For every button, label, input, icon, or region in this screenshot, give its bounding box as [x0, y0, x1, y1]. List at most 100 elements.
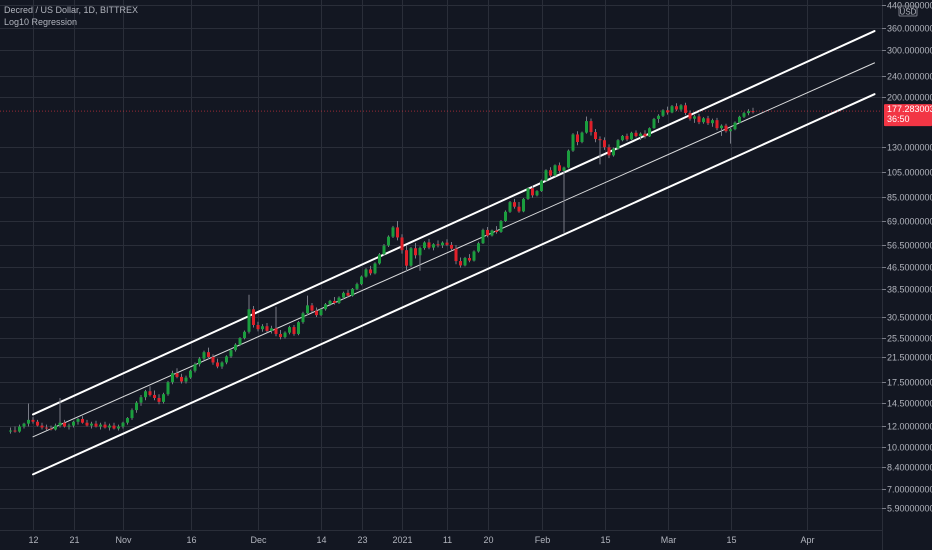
candle-up: [463, 256, 467, 267]
candle-body: [81, 418, 84, 423]
candle-up: [742, 111, 746, 119]
candle-down: [454, 245, 458, 265]
candle-down: [495, 226, 498, 234]
candle-body: [220, 362, 224, 367]
candle-up: [378, 253, 381, 265]
candle-up: [243, 330, 246, 340]
candle-body: [621, 135, 624, 141]
candle-down: [103, 421, 107, 429]
candle-down: [256, 321, 260, 332]
price-tick-label: 5.90000000: [887, 504, 932, 514]
candle-body: [130, 410, 134, 419]
price-tick-label: 21.50000000: [887, 353, 932, 363]
candle-down: [279, 330, 282, 340]
candle-body: [679, 105, 683, 110]
candle-body: [652, 118, 656, 129]
candle-down: [153, 390, 156, 401]
candle-body: [139, 397, 143, 403]
candle-body: [364, 269, 368, 277]
candle-down: [405, 245, 408, 272]
candle-body: [247, 309, 251, 332]
price-tick-label: 85.00000000: [887, 193, 932, 203]
candle-body: [270, 328, 273, 331]
candle-body: [733, 122, 737, 130]
candle-up: [184, 375, 188, 384]
candle-body: [319, 309, 323, 316]
candle-down: [414, 243, 417, 259]
candle-down: [625, 133, 629, 142]
candle-down: [486, 227, 489, 238]
candle-body: [684, 105, 687, 113]
candle-body: [702, 118, 705, 123]
candle-body: [351, 288, 354, 296]
candle-down: [310, 302, 314, 313]
candle-down: [400, 234, 404, 254]
candle-body: [243, 331, 246, 339]
candle-body: [751, 111, 755, 113]
time-tick-label: Feb: [535, 535, 551, 545]
candle-down: [63, 419, 66, 428]
candle-up: [27, 403, 30, 427]
candle-up: [108, 423, 111, 431]
candle-down: [715, 117, 719, 131]
candle-up: [283, 331, 287, 339]
candle-body: [202, 352, 206, 359]
currency-label: USD: [900, 8, 917, 17]
candle-body: [715, 120, 719, 129]
candle-body: [463, 258, 467, 266]
candle-body: [549, 170, 552, 176]
candle-up: [639, 132, 642, 140]
candle-body: [157, 397, 161, 402]
candle-body: [22, 423, 26, 427]
candle-up: [720, 124, 723, 136]
candle-body: [76, 418, 80, 422]
candle-body: [63, 422, 66, 427]
candle-body: [252, 309, 255, 325]
candle-down: [751, 107, 755, 114]
candle-body: [355, 284, 359, 289]
currency-button[interactable]: USD: [898, 5, 918, 17]
price-tick-label: 7.00000000: [887, 485, 932, 495]
candle-up: [652, 117, 656, 129]
currency-button-frame: [898, 5, 918, 17]
symbol-title: Decred / US Dollar, 1D, BITTREX: [4, 5, 138, 15]
candle-up: [472, 250, 476, 262]
candle-up: [387, 235, 390, 247]
candle-body: [522, 198, 525, 212]
candle-body: [292, 327, 296, 334]
candle-body: [697, 116, 701, 123]
candle-body: [562, 167, 566, 171]
candle-body: [45, 427, 48, 429]
candle-body: [630, 132, 633, 140]
candle-down: [549, 167, 552, 178]
candle-body: [103, 424, 107, 428]
candle-up: [553, 164, 557, 177]
candle-down: [675, 103, 678, 112]
candle-up: [225, 355, 228, 365]
candle-body: [112, 425, 116, 429]
candle-down: [513, 198, 516, 209]
candle-body: [589, 121, 593, 133]
candle-up: [441, 241, 444, 249]
candle-body: [166, 382, 170, 395]
candle-up: [166, 380, 170, 396]
candle-up: [504, 210, 507, 223]
candle-body: [405, 250, 408, 266]
candle-up: [544, 169, 548, 182]
time-tick-label: Mar: [661, 535, 677, 545]
candle-up: [76, 418, 80, 425]
candle-up: [238, 337, 242, 347]
candle-body: [234, 344, 237, 351]
time-tick-label: 14: [316, 535, 326, 545]
candle-down: [81, 416, 84, 424]
candle-down: [684, 102, 687, 116]
candle-body: [526, 188, 530, 199]
candle-body: [306, 305, 309, 314]
candle-up: [117, 424, 120, 431]
candle-body: [490, 230, 494, 236]
candle-body: [445, 242, 449, 245]
indicator-label[interactable]: Log10 Regression: [4, 17, 77, 27]
time-axis[interactable]: 12 21 Nov 16 Dec 14 23 2021 11 20 Feb 15 Mar 15 Apr: [28, 535, 814, 545]
